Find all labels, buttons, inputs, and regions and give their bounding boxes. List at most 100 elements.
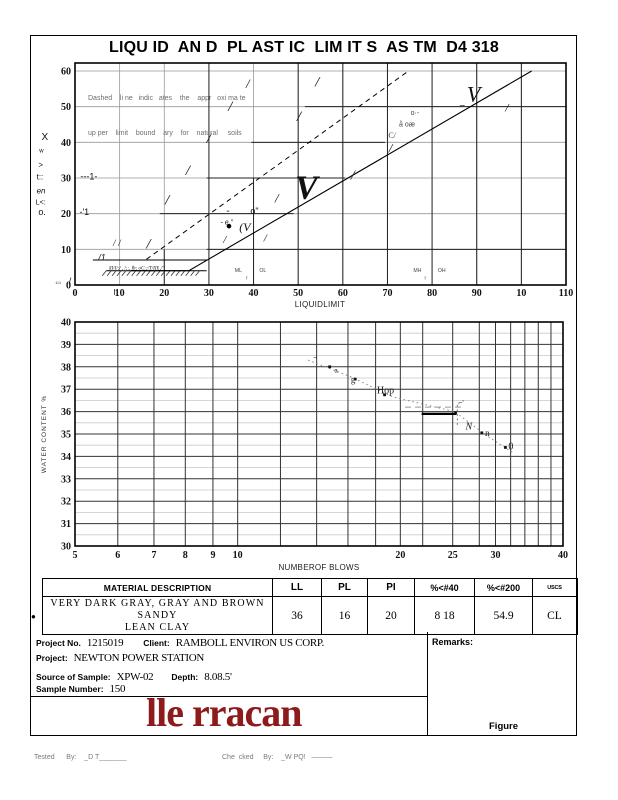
- remarks-divider-line: [427, 632, 428, 735]
- slash-artifact: /: [227, 99, 234, 115]
- slash-artifact: /: [388, 140, 394, 155]
- x-tick-label: 10: [115, 288, 125, 299]
- project-no-value: 1215019: [86, 637, 124, 649]
- source-label: Source of Sample:: [36, 672, 111, 682]
- text-fragment: - e,”: [221, 220, 234, 227]
- text-fragment: –: [460, 99, 465, 109]
- hatch-tick: [195, 270, 200, 276]
- zone-label: OL: [259, 268, 266, 274]
- y-tick-label: 0: [66, 281, 71, 292]
- hatch-tick: [116, 270, 122, 276]
- zone-label: r: [246, 275, 248, 281]
- hatch-tick: [101, 270, 107, 276]
- sample-label: Sample Number:: [36, 684, 104, 694]
- x-tick-label: 90: [472, 288, 482, 299]
- x-tick-label: 10: [516, 288, 526, 299]
- text-fragment: |II/I/;/ , /;:, fb; oC:;/T/III|,/'': [108, 266, 165, 271]
- page-border: [30, 35, 577, 736]
- y-tick-label: 32: [61, 497, 71, 508]
- hatch-tick: [146, 270, 151, 276]
- slash-artifact: /: [185, 163, 192, 179]
- text-fragment: /1: [97, 253, 106, 263]
- y-tick-label: 37: [61, 385, 71, 396]
- ll-value: 36: [272, 597, 321, 634]
- depth-value: 8.08.5': [204, 671, 232, 683]
- text-fragment: V: [467, 82, 483, 107]
- hatch-tick: [180, 270, 186, 276]
- description-line-2: LEAN CLAY: [124, 621, 191, 633]
- hatch-tick: [155, 270, 161, 276]
- x-tick-label: 60: [338, 288, 348, 299]
- header-pi: PI: [367, 579, 414, 596]
- header-uscs: USCS: [532, 579, 576, 596]
- header-material-description: MATERIAL DESCRIPTION: [103, 582, 212, 593]
- y-tick-label: 38: [61, 362, 71, 373]
- point-label-fragment: ¬: [313, 355, 317, 362]
- header-pct200: %<#200: [474, 579, 532, 596]
- table-row: ● VERY DARK GRAY, GRAY AND BROWN SANDY L…: [31, 597, 577, 634]
- x-tick-label: 70: [382, 288, 392, 299]
- x-tick-label: 40: [558, 550, 568, 561]
- zone-label: å oæ: [399, 121, 415, 129]
- y-tick-label: 30: [61, 173, 71, 184]
- text-fragment: V: [295, 170, 320, 207]
- slash-artifact: /: [296, 109, 303, 125]
- material-description-cell: ● VERY DARK GRAY, GRAY AND BROWN SANDY L…: [31, 597, 272, 634]
- hatch-tick: [106, 270, 112, 276]
- slash-artifact: /: [222, 234, 227, 246]
- text-fragment: t::: [37, 172, 44, 181]
- x-tick-label: 10: [233, 550, 243, 561]
- zone-label: C/: [388, 131, 396, 140]
- slash-artifact: /: [350, 168, 356, 183]
- x-tick-label: 9: [210, 550, 215, 561]
- text-fragment: >: [38, 160, 43, 169]
- point-label-fragment: g: [351, 374, 356, 384]
- y-tick-label: 31: [61, 519, 71, 530]
- header-pl: PL: [321, 579, 367, 596]
- x-tick-label: 30: [490, 550, 500, 561]
- x-tick-label: 0: [73, 288, 78, 299]
- uscs-value: CL: [532, 597, 576, 634]
- moisture-data-point: [383, 393, 386, 397]
- moisture-data-point: [504, 446, 507, 449]
- pl-value: 16: [321, 597, 367, 634]
- hatch-tick: [185, 270, 191, 276]
- plot-border: [74, 321, 564, 547]
- x-tick-label: 40: [249, 288, 259, 299]
- info-divider-line: [30, 696, 427, 697]
- y-tick-label: 40: [61, 318, 71, 329]
- project-label: Project:: [36, 653, 68, 663]
- sample-data-point: [226, 223, 232, 229]
- x-tick-label: 5: [73, 550, 78, 561]
- x-tick-label: 6: [115, 550, 120, 561]
- slash-artifact: /: [112, 238, 117, 248]
- client-value: RAMBOLL ENVIRON US CORP.: [175, 637, 325, 649]
- hatch-tick: [126, 270, 132, 276]
- y-tick-label: 33: [61, 474, 71, 485]
- description-line-1: VERY DARK GRAY, GRAY AND BROWN SANDY: [50, 597, 265, 621]
- x-tick-label: 20: [159, 288, 169, 299]
- company-logo: lle rracan: [146, 690, 302, 735]
- slash-artifact: /: [206, 131, 213, 147]
- x-tick-label: 50: [293, 288, 303, 299]
- x-tick-label: 30: [204, 288, 214, 299]
- text-fragment: (V: [239, 220, 252, 234]
- remarks-label: Remarks:: [432, 637, 474, 647]
- text-fragment: L<:: [36, 199, 46, 206]
- point-label-fragment: a: [334, 368, 338, 374]
- slash-artifact: /: [504, 101, 510, 115]
- slash-artifact: /: [314, 75, 321, 91]
- y-tick-label: 39: [61, 340, 71, 351]
- sample-value: 150: [109, 683, 126, 695]
- hatch-tick: [190, 270, 195, 276]
- zone-label: MH: [413, 268, 421, 274]
- hatch-tick: [111, 270, 117, 276]
- dashed-line-note: Dashed li ne indic ates the appr oxi ma …: [88, 70, 246, 151]
- hatch-tick: [160, 270, 166, 276]
- text-fragment: I: [113, 288, 115, 297]
- client-label: Client:: [143, 638, 170, 648]
- point-label-fragment: n: [485, 428, 490, 438]
- project-number-line: Project No. 1215019 Client: RAMBOLL ENVI…: [36, 637, 324, 649]
- slash-artifact: /: [263, 232, 268, 244]
- text-fragment: o": [250, 206, 258, 216]
